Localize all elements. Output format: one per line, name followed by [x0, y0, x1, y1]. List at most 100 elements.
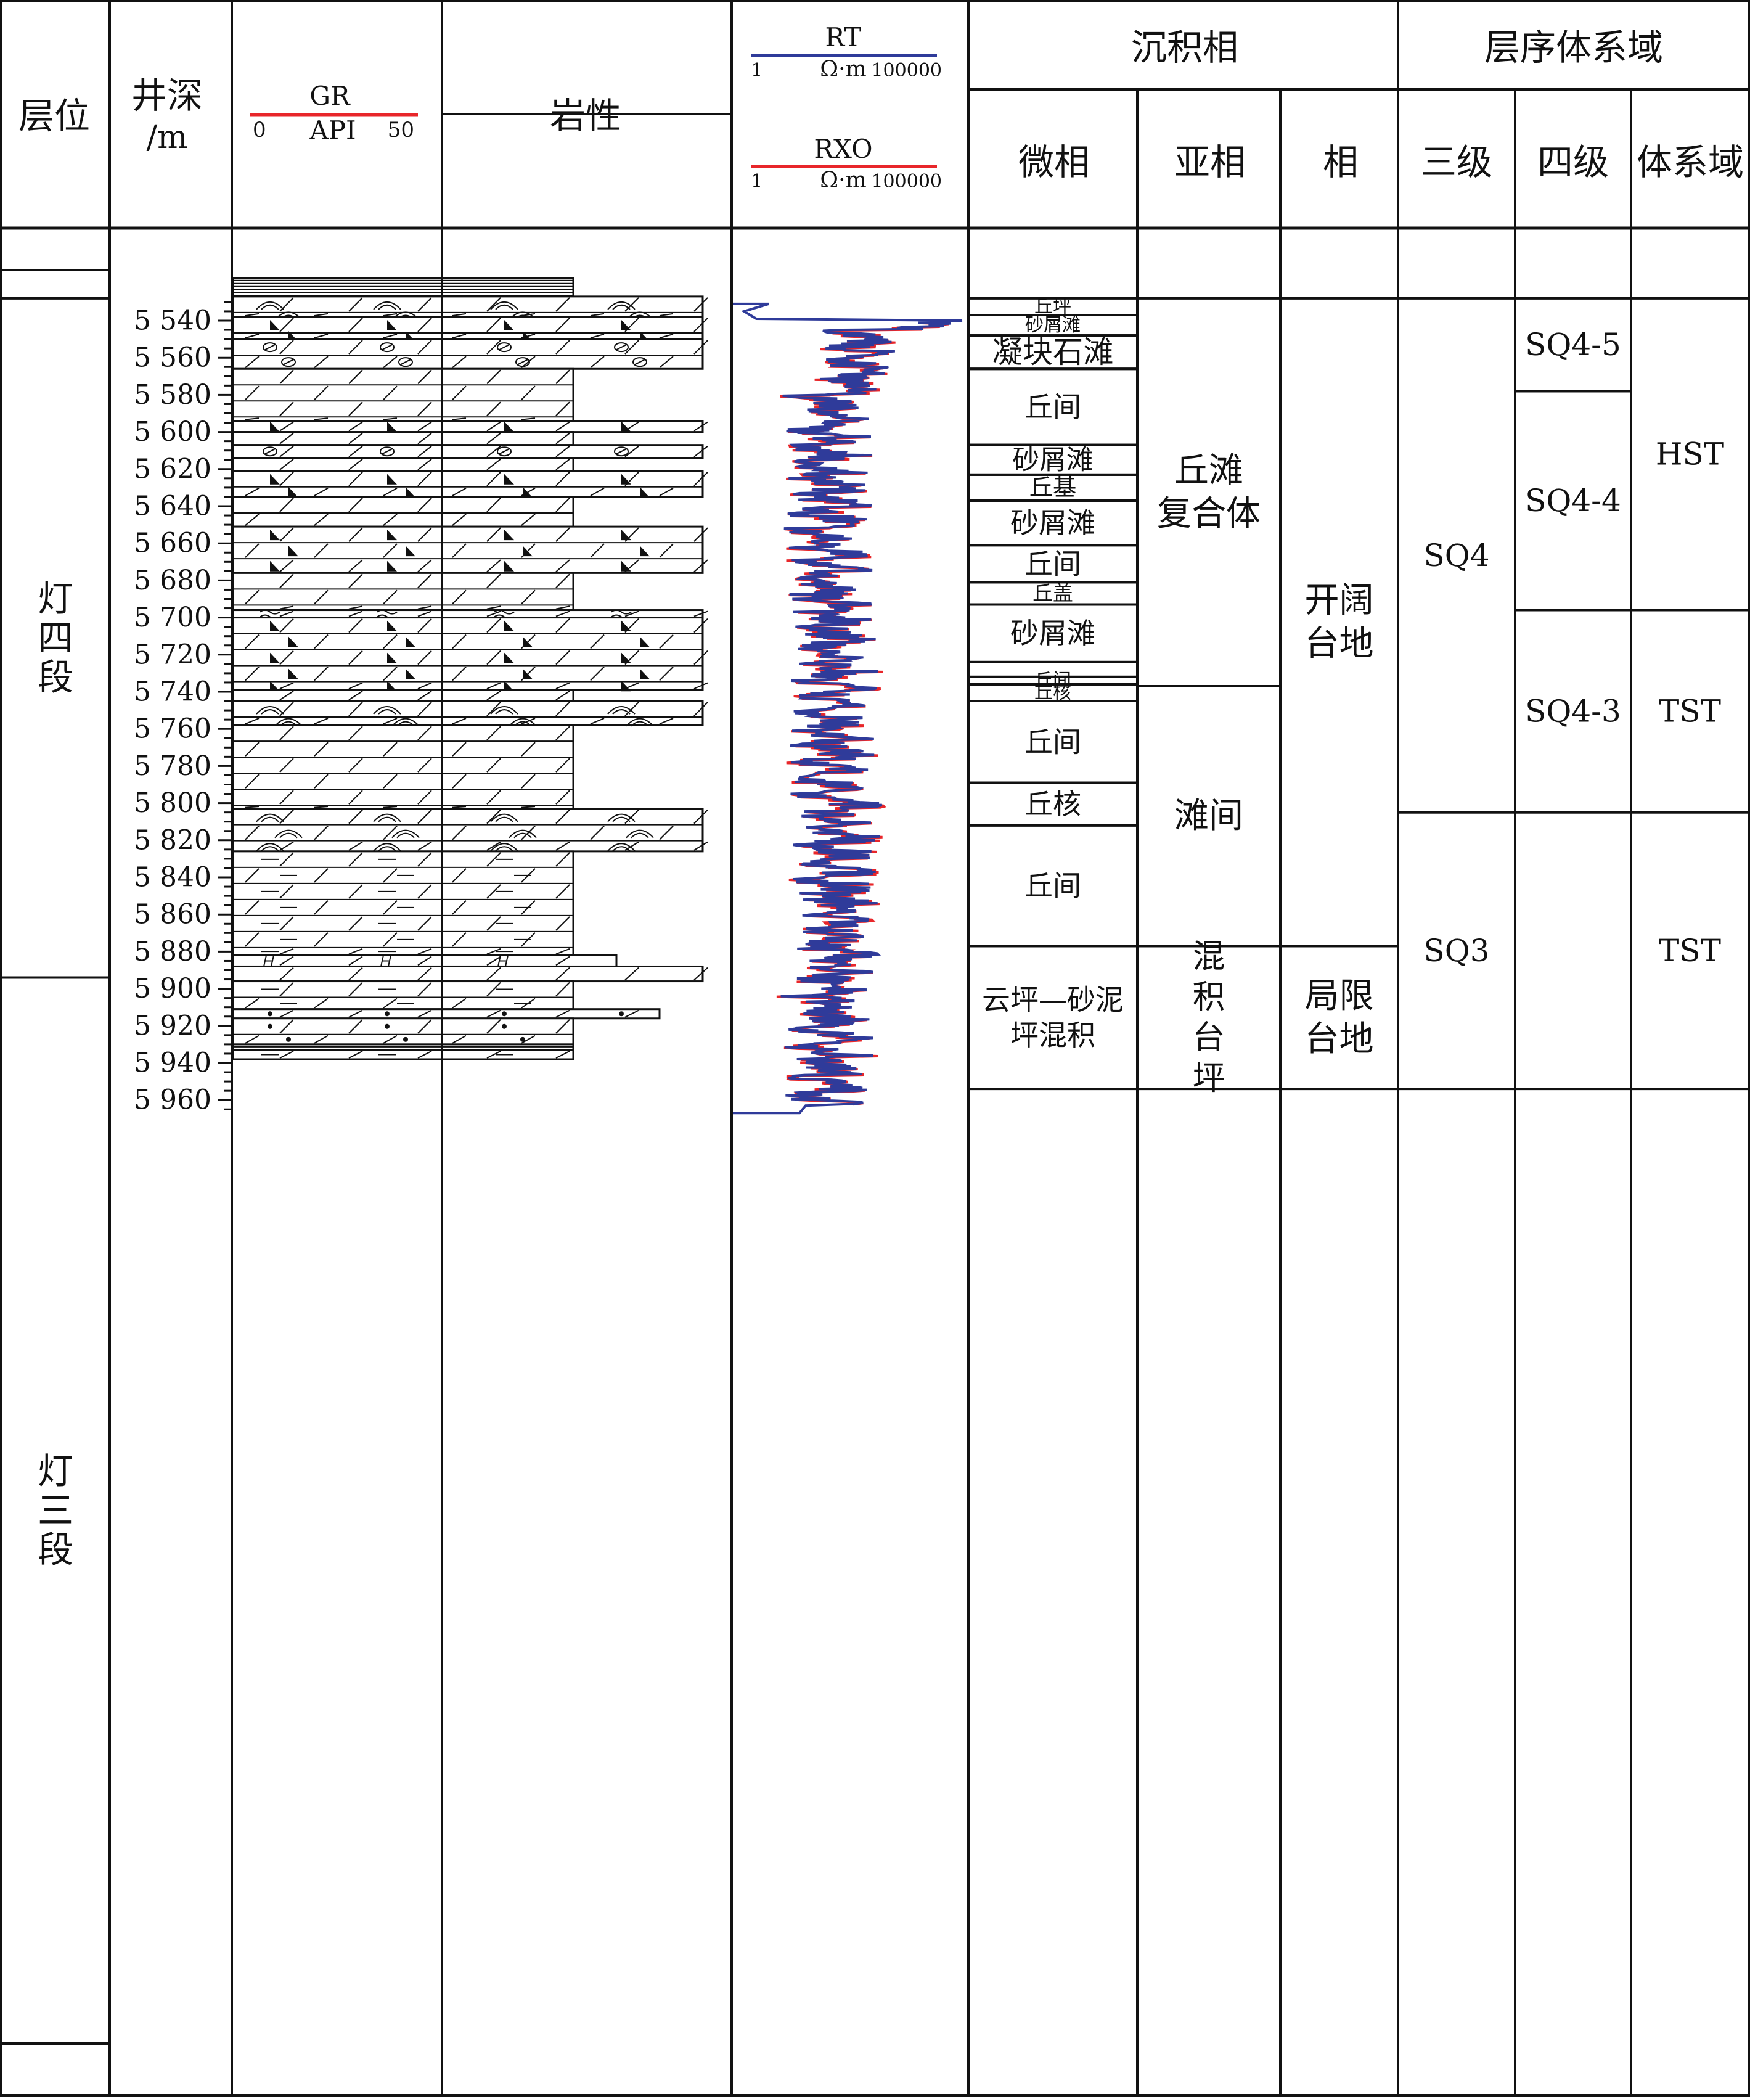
- lithology-dome-mark: [256, 301, 284, 310]
- lithology-dome-mark: [490, 813, 518, 822]
- lithology-layer-dolomite: [232, 689, 574, 702]
- lithology-box: [232, 338, 704, 370]
- lithology-slash: [279, 401, 294, 416]
- microfacies-cell-text: 丘间: [1024, 869, 1081, 903]
- lithology-box: [232, 808, 704, 853]
- lithology-slash: [659, 666, 674, 681]
- header-gr-name: GR: [309, 81, 351, 111]
- lithology-grain-mark: [270, 474, 280, 485]
- lithology-slash: [348, 421, 363, 432]
- lithology-dome-mark: [391, 829, 420, 839]
- header-gr-unit: API: [309, 115, 356, 146]
- lithology-layer-dolomite: [232, 965, 708, 983]
- lithology-slash: [590, 487, 605, 496]
- lithology-slash: [314, 356, 329, 369]
- lithology-slash: [555, 605, 570, 610]
- depth-label: 5 540: [134, 305, 211, 337]
- header-rt-max: 100000: [871, 60, 942, 81]
- lithology-slash: [279, 421, 294, 432]
- lithology-layer-grain-dolomite: [232, 420, 708, 433]
- lithology-slash: [383, 543, 398, 558]
- header-rxo-name: RXO: [814, 134, 872, 164]
- lithology-slash: [555, 691, 570, 700]
- lithology-clot-mark: [400, 359, 411, 366]
- lithology-slash: [245, 334, 260, 339]
- lithology-grain-mark: [406, 486, 415, 498]
- microfacies-cell: 丘核: [1024, 787, 1081, 821]
- microfacies-cell-text: 丘间: [1024, 725, 1081, 758]
- depth-label: 5 660: [134, 528, 211, 559]
- lithology-slash: [486, 472, 501, 486]
- lithology-grain-mark: [640, 486, 650, 498]
- lithology-grain-mark: [504, 620, 514, 631]
- depth-label: 5 780: [134, 750, 211, 782]
- lithology-slash: [555, 1019, 570, 1034]
- depth-label: 5 640: [134, 491, 211, 522]
- lithology-slash: [279, 956, 294, 966]
- lithology-slash: [555, 809, 570, 824]
- lithology-slash: [555, 472, 570, 486]
- lithology-slash: [693, 559, 708, 573]
- lithology-slash: [314, 998, 329, 1009]
- lithology-grain-mark: [387, 652, 397, 663]
- lithology-slash: [348, 841, 363, 851]
- lithology-layer-gypsum: [232, 954, 618, 967]
- lithology-slash: [279, 559, 294, 573]
- lithology-clot-mark: [497, 342, 512, 353]
- lithology-slash: [486, 967, 501, 981]
- header-third: 三级: [1421, 141, 1492, 183]
- lithology-slash: [417, 1051, 432, 1059]
- lithology-grain-mark: [621, 421, 631, 432]
- lithology-slash: [555, 790, 570, 805]
- lithology-slash: [245, 385, 260, 400]
- lithology-sand-mark: [385, 1011, 390, 1017]
- stratum-text: 灯: [38, 578, 73, 620]
- lithology-slash: [555, 841, 570, 851]
- lithology-slash: [314, 666, 329, 681]
- lithology-slash: [348, 982, 363, 997]
- lithology-slash: [383, 742, 398, 757]
- lithology-gypsum-mark: [497, 955, 509, 967]
- lithology-slash: [348, 1009, 363, 1018]
- lithology-slash: [348, 1019, 363, 1034]
- lithology-slash: [314, 900, 329, 915]
- lithology-slash: [693, 841, 708, 851]
- lithology-dome-mark: [256, 843, 284, 851]
- depth-label: 5 800: [134, 787, 211, 819]
- lithology-slash: [383, 932, 398, 947]
- lithology-clot-mark: [499, 344, 510, 350]
- lithology-slash: [279, 610, 294, 617]
- lithology-clot-mark: [283, 359, 294, 366]
- lithology-slash: [624, 702, 639, 716]
- lithology-slash: [452, 589, 467, 605]
- lithology-slash: [521, 742, 536, 757]
- lithology-slash: [555, 916, 570, 931]
- fourth-order-cell: SQ4-5: [1525, 327, 1621, 363]
- lithology-dome-mark: [626, 718, 654, 727]
- depth-label: 5 580: [134, 379, 211, 411]
- lithology-clot-mark: [632, 357, 647, 367]
- lithology-sand-mark: [385, 1023, 390, 1029]
- lithology-slash: [279, 691, 294, 700]
- lithology-slash: [486, 691, 501, 700]
- lithology-slash: [245, 1035, 260, 1044]
- lithology-grain-mark: [621, 652, 631, 663]
- lithology-slash: [348, 967, 363, 981]
- depth-label: 5 720: [134, 639, 211, 670]
- lithology-slash: [314, 774, 329, 789]
- lithology-box: [232, 367, 574, 422]
- lithology-dome-mark: [607, 301, 636, 310]
- lithology-slash: [279, 982, 294, 997]
- lithology-slash: [555, 702, 570, 716]
- header-rxo-unit: Ω·m: [820, 168, 866, 193]
- lithology-slash: [279, 458, 294, 470]
- lithology-layer-dolomite: [232, 367, 574, 422]
- lithology-slash: [659, 356, 674, 369]
- stratum-text: 段: [38, 1529, 73, 1571]
- lithology-dome-mark: [373, 706, 401, 715]
- depth-label: 5 920: [134, 1010, 211, 1041]
- lithology-slash: [417, 956, 432, 966]
